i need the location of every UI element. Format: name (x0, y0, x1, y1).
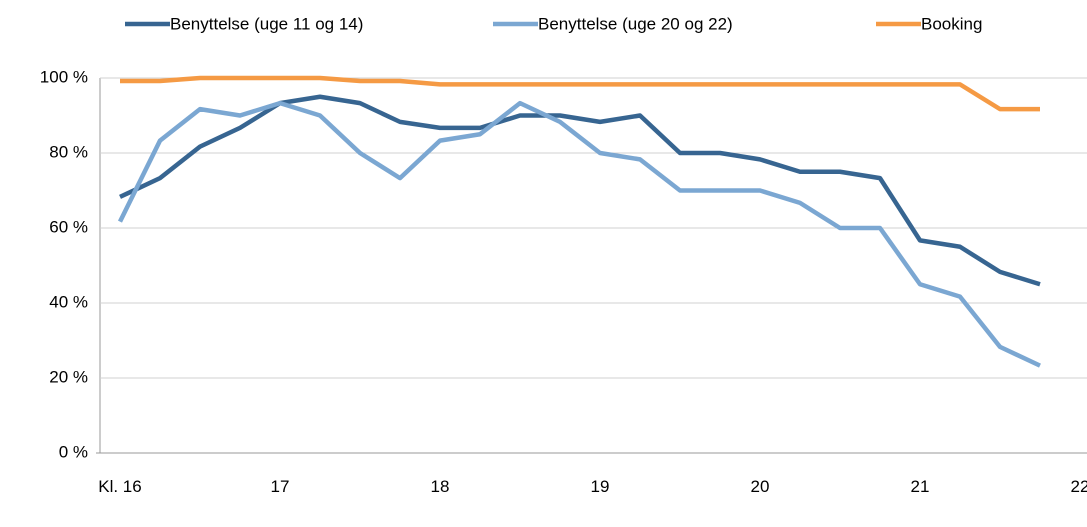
line-series (117, 100, 1041, 368)
y-tick-label: 80 % (49, 142, 88, 161)
line-series (120, 75, 1040, 112)
y-tick-label: 0 % (59, 442, 88, 461)
y-tick-label: 20 % (49, 367, 88, 386)
x-tick-label: 20 (750, 477, 770, 496)
x-tick-label: Kl. 16 (98, 477, 142, 496)
legend-label: Booking (921, 14, 982, 33)
y-tick-label: 100 % (40, 67, 88, 86)
x-tick-label: 21 (910, 477, 930, 496)
y-tick-label: 60 % (49, 217, 88, 236)
legend-label: Benyttelse (uge 20 og 22) (538, 14, 733, 33)
x-tick-label: 22 (1070, 477, 1087, 496)
legend-label: Benyttelse (uge 11 og 14) (170, 14, 363, 33)
x-tick-label: 19 (590, 477, 610, 496)
x-tick-label: 17 (270, 477, 290, 496)
y-tick-label: 40 % (49, 292, 88, 311)
x-tick-label: 18 (430, 477, 450, 496)
